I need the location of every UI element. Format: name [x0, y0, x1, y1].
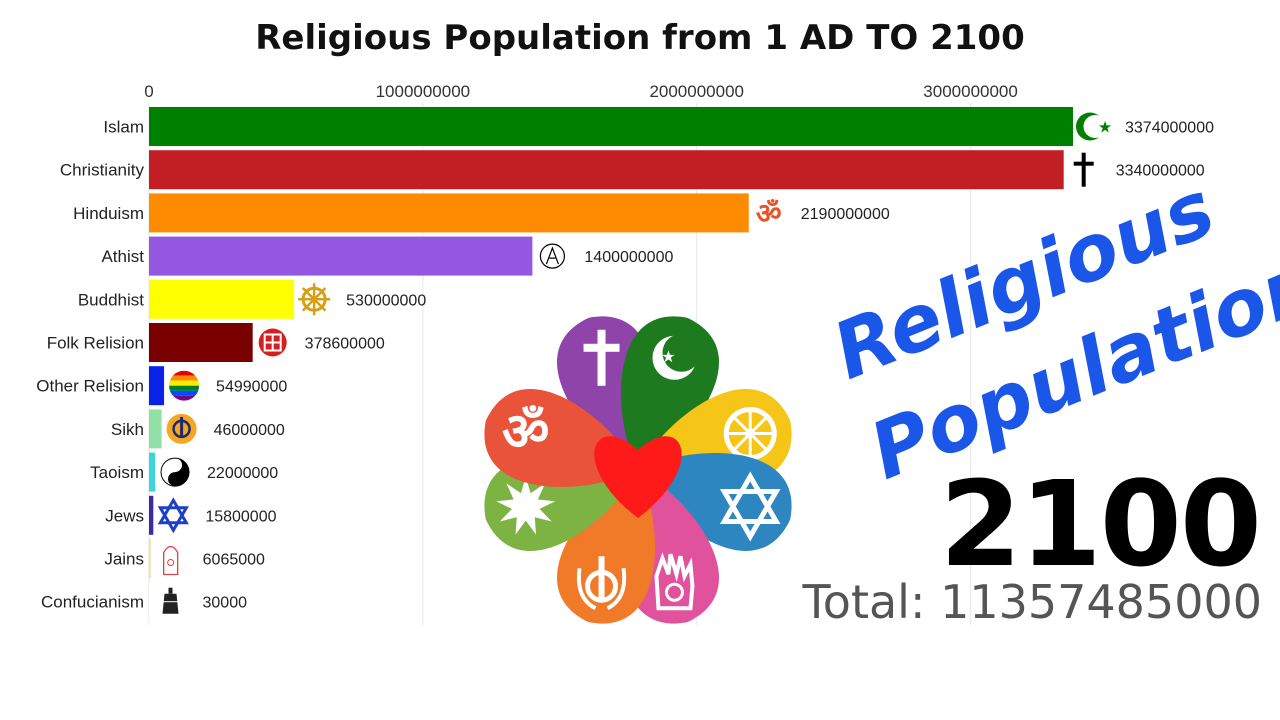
category-label: Taoism [90, 463, 144, 482]
bar [149, 539, 151, 578]
svg-text:★: ★ [1098, 120, 1112, 137]
bell-icon [162, 587, 179, 614]
bar [149, 236, 533, 276]
atheism-icon [539, 243, 566, 269]
crescent-star-icon: ★ [1076, 112, 1112, 141]
value-label: 3374000000 [1125, 120, 1214, 137]
heart-icon [594, 436, 682, 518]
value-label: 378600000 [305, 336, 385, 353]
svg-text:ॐ: ॐ [502, 404, 549, 462]
khanda-icon [166, 413, 197, 444]
folk-symbol-icon [258, 328, 287, 357]
bar [149, 452, 156, 492]
category-label: Confucianism [41, 593, 144, 612]
total-population: Total: 11357485000 [802, 575, 1262, 629]
category-label: Sikh [111, 420, 144, 439]
value-label: 46000000 [214, 422, 285, 439]
yin-yang-icon [160, 457, 190, 487]
category-label: Jains [104, 550, 144, 569]
rainbow-icon [169, 370, 200, 401]
bar [149, 495, 154, 535]
flower-petal [638, 453, 792, 551]
value-label: 1400000000 [584, 249, 673, 266]
svg-text:ॐ: ॐ [756, 198, 782, 229]
category-label: Jews [105, 506, 144, 525]
cross-icon [1073, 152, 1094, 187]
bar [149, 582, 151, 622]
bar [149, 366, 165, 406]
flower-petal: ★ [621, 316, 719, 470]
value-label: 30000 [203, 595, 248, 612]
chart-title: Religious Population from 1 AD TO 2100 [255, 18, 1025, 58]
value-label: 6065000 [203, 552, 265, 569]
category-label: Other Relision [36, 377, 144, 396]
jain-icon [163, 545, 179, 576]
x-tick-label: 0 [144, 82, 153, 101]
category-label: Christianity [60, 161, 145, 180]
x-tick-label: 3000000000 [923, 82, 1018, 101]
bar [149, 150, 1064, 190]
star-of-david-icon [157, 497, 189, 534]
x-tick-label: 2000000000 [649, 82, 744, 101]
value-label: 22000000 [207, 465, 278, 482]
category-label: Hinduism [73, 204, 144, 223]
value-label: 15800000 [205, 508, 276, 525]
value-label: 3340000000 [1116, 163, 1205, 180]
bar [149, 409, 162, 449]
bar [149, 107, 1073, 146]
value-label: 54990000 [216, 379, 287, 396]
category-label: Buddhist [78, 290, 144, 309]
bar [149, 279, 295, 319]
value-label: 2190000000 [801, 206, 890, 223]
value-label: 530000000 [346, 292, 426, 309]
category-label: Athist [101, 247, 144, 266]
svg-text:★: ★ [661, 349, 675, 366]
dharma-wheel-icon [298, 283, 331, 316]
bar [149, 193, 749, 233]
current-year: 2100 [939, 455, 1262, 593]
category-label: Folk Relision [47, 334, 144, 353]
om-icon: ॐ [756, 198, 782, 229]
x-tick-label: 1000000000 [376, 82, 471, 101]
bar [149, 323, 253, 362]
category-label: Islam [103, 118, 144, 137]
